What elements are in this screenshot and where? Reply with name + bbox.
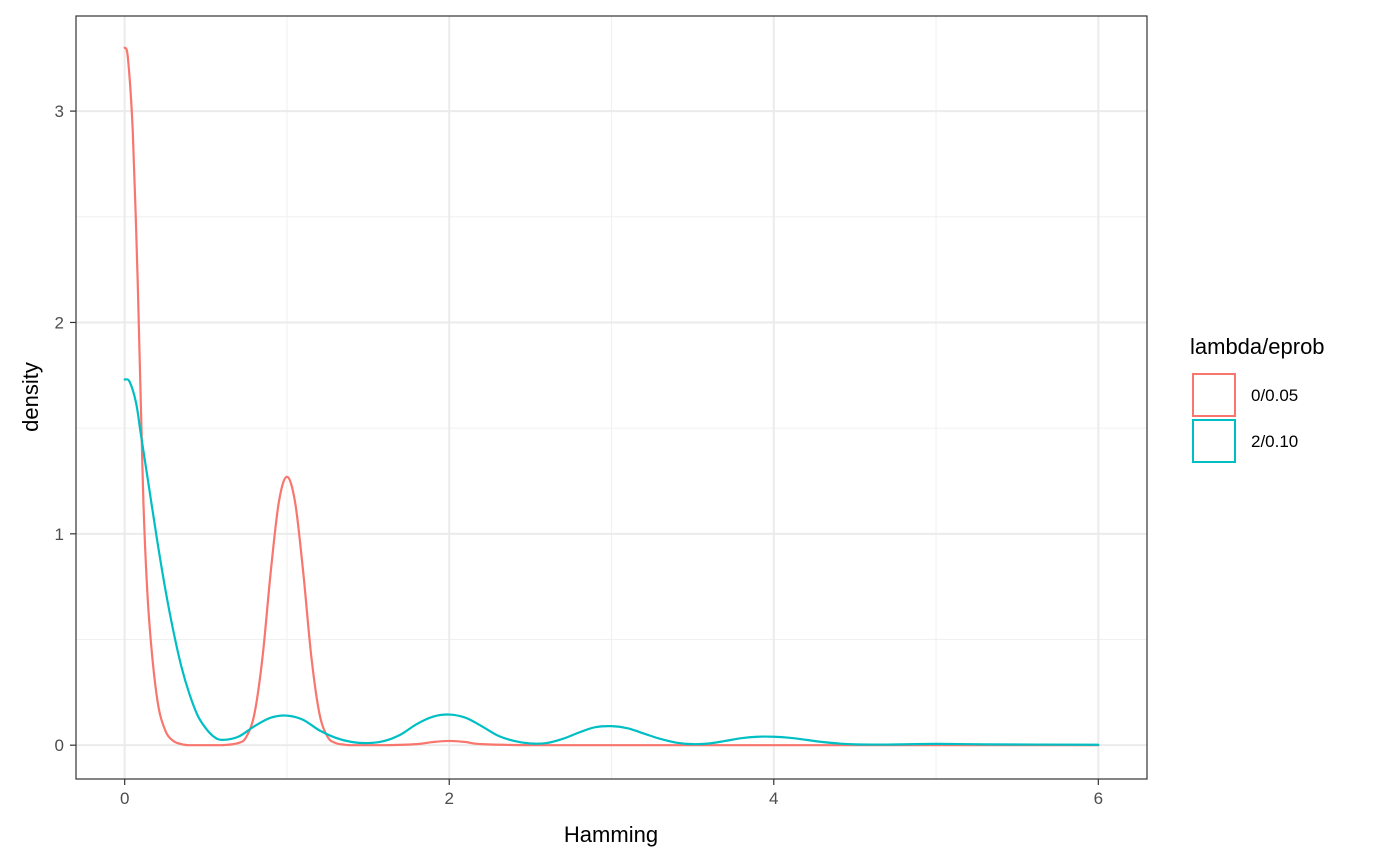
x-axis-title: Hamming <box>564 822 658 847</box>
series-line-1 <box>123 378 1100 746</box>
legend: lambda/eprob 0/0.05 2/0.10 <box>1190 334 1325 463</box>
y-tick-label-2: 2 <box>55 313 64 332</box>
legend-key-0 <box>1192 373 1236 417</box>
legend-key-1 <box>1192 419 1236 463</box>
series-line-0 <box>123 46 1100 747</box>
plot-border <box>75 15 1148 780</box>
x-tick-label-1: 2 <box>444 789 453 808</box>
y-tick-label-3: 3 <box>55 102 64 121</box>
y-tick-label-0: 0 <box>55 736 64 755</box>
x-tick-label-3: 6 <box>1094 789 1103 808</box>
x-tick-label-2: 4 <box>769 789 778 808</box>
legend-label-0: 0/0.05 <box>1251 386 1298 405</box>
x-tick-label-0: 0 <box>120 789 129 808</box>
series-lines <box>123 46 1100 747</box>
legend-title: lambda/eprob <box>1190 334 1325 359</box>
x-axis: 0 2 4 6 <box>120 779 1103 808</box>
legend-label-1: 2/0.10 <box>1251 432 1298 451</box>
y-axis-title: density <box>18 362 43 432</box>
y-tick-label-1: 1 <box>55 525 64 544</box>
y-axis: 0 1 2 3 <box>55 102 76 755</box>
